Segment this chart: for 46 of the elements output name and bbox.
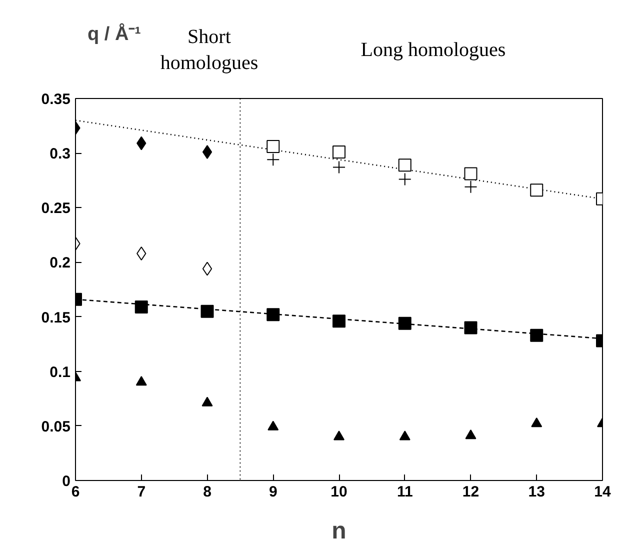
y-tick-label: 0 [62, 473, 70, 490]
y-tick-label: 0.3 [50, 146, 71, 163]
point [332, 145, 346, 158]
point [202, 144, 212, 159]
point [398, 158, 412, 172]
point [266, 153, 280, 166]
point [464, 180, 478, 194]
point [266, 140, 280, 154]
x-tick-label: 12 [462, 484, 480, 500]
point [200, 304, 214, 318]
point [465, 429, 476, 440]
point [268, 420, 279, 430]
x-tick-label: 11 [396, 484, 413, 500]
point [399, 430, 410, 440]
point [266, 308, 280, 322]
text: Long homologues [360, 39, 506, 61]
x-tick-label: 10 [330, 484, 348, 500]
point [202, 262, 212, 276]
point [398, 316, 412, 330]
y-tick-label: 0.35 [41, 91, 71, 108]
point [332, 160, 346, 174]
y-axis-title: q / Å⁻¹ [88, 23, 141, 46]
point [531, 417, 542, 428]
point [134, 300, 148, 314]
x-axis-title: n [332, 518, 346, 544]
text: Short homologues [160, 26, 258, 74]
y-tick-label: 0.05 [41, 418, 71, 436]
x-tick-label: 6 [71, 484, 80, 500]
point [136, 376, 147, 386]
y-tick-label: 0.2 [50, 254, 71, 272]
x-tick-label: 9 [268, 484, 278, 500]
x-tick-label: 8 [203, 484, 212, 500]
y-tick-label: 0.15 [41, 309, 71, 326]
point [202, 396, 213, 406]
point [398, 172, 412, 186]
x-tick-label: 14 [594, 484, 612, 500]
x-tick-label: 7 [137, 484, 146, 500]
point [334, 430, 344, 440]
point [530, 328, 544, 342]
point [332, 314, 346, 328]
point [464, 167, 478, 180]
x-tick-label: 13 [528, 484, 545, 500]
y-tick-label: 0.1 [50, 364, 71, 381]
point [530, 184, 544, 197]
y-tick-label: 0.25 [41, 200, 71, 218]
point [464, 321, 478, 334]
